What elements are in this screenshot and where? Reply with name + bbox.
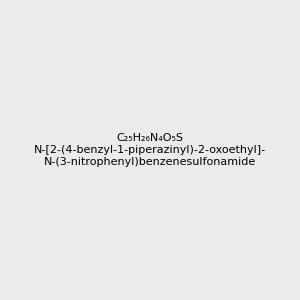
Text: C₂₅H₂₆N₄O₅S
N-[2-(4-benzyl-1-piperazinyl)-2-oxoethyl]-
N-(3-nitrophenyl)benzenes: C₂₅H₂₆N₄O₅S N-[2-(4-benzyl-1-piperazinyl… — [34, 134, 266, 166]
